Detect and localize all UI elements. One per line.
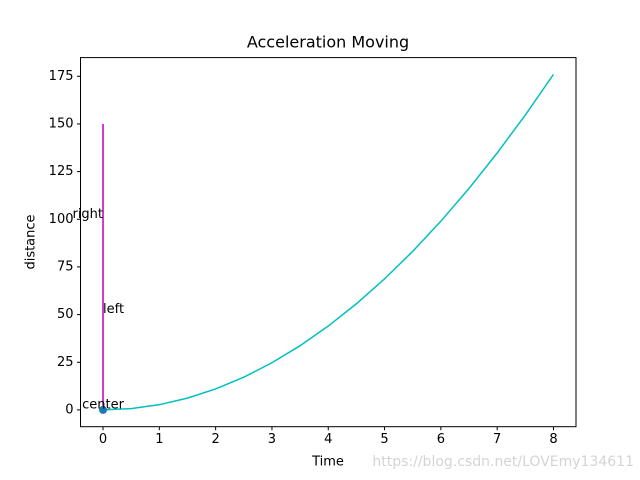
x-axis-label: Time [311,455,344,470]
x-tick-label: 1 [155,432,163,447]
y-tick-label: 0 [65,402,73,417]
y-tick-label: 50 [57,307,74,322]
x-tick-label: 4 [324,432,332,447]
y-tick-label: 100 [49,212,74,227]
data-point [99,405,108,414]
data-line [102,73,555,411]
y-tick-label: 150 [49,116,74,131]
x-tick-label: 5 [380,432,388,447]
y-tick-label: 25 [57,355,74,370]
y-tick-label: 75 [57,259,74,274]
x-tick-label: 7 [493,432,501,447]
watermark: https://blog.csdn.net/LOVEmy134611 [372,454,634,470]
y-tick-label: 125 [49,164,74,179]
annotation: right [72,207,103,222]
x-tick-label: 6 [437,432,445,447]
annotation: left [103,302,124,317]
y-axis-label: distance [24,214,39,269]
plot-frame [80,57,577,428]
chart-title: Acceleration Moving [247,33,409,52]
x-tick-label: 8 [549,432,557,447]
x-tick-label: 2 [211,432,219,447]
x-tick-label: 3 [268,432,276,447]
annotation: center [82,397,124,412]
y-tick-label: 175 [49,69,74,84]
x-tick-label: 0 [99,432,107,447]
